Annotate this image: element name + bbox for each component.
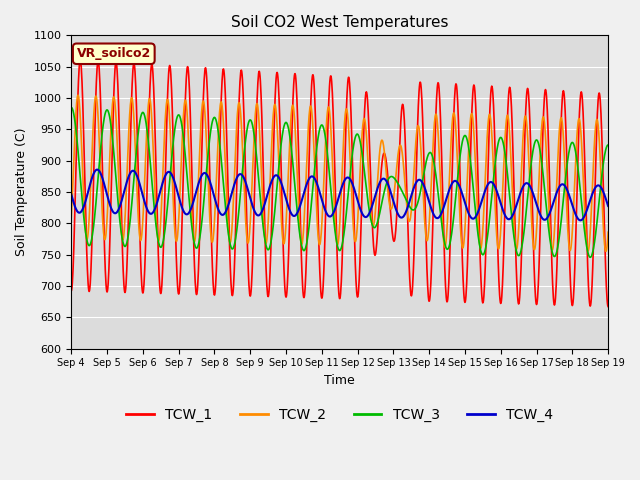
TCW_4 <box>109 209 117 215</box>
Line: TCW_3: TCW_3 <box>71 108 608 257</box>
TCW_4 <box>296 205 303 211</box>
Line: TCW_2: TCW_2 <box>71 95 608 252</box>
Title: Soil CO2 West Temperatures: Soil CO2 West Temperatures <box>231 15 449 30</box>
TCW_1 <box>307 108 314 113</box>
Line: TCW_1: TCW_1 <box>71 60 608 307</box>
TCW_2 <box>316 240 324 246</box>
TCW_2 <box>604 229 612 235</box>
Legend: TCW_1, TCW_2, TCW_3, TCW_4: TCW_1, TCW_2, TCW_3, TCW_4 <box>120 403 559 428</box>
TCW_2 <box>74 92 82 98</box>
TCW_1 <box>296 182 303 188</box>
TCW_4 <box>577 217 584 223</box>
TCW_1 <box>604 304 612 310</box>
TCW_3 <box>373 221 381 227</box>
TCW_2 <box>373 184 381 190</box>
Text: VR_soilco2: VR_soilco2 <box>77 47 151 60</box>
TCW_3 <box>295 226 303 232</box>
TCW_2 <box>109 96 117 101</box>
TCW_3 <box>316 126 324 132</box>
TCW_4 <box>316 191 324 197</box>
TCW_3 <box>604 142 612 148</box>
TCW_3 <box>586 254 594 260</box>
TCW_3 <box>67 105 75 110</box>
TCW_4 <box>131 169 139 175</box>
TCW_1 <box>373 235 381 241</box>
TCW_4 <box>93 167 101 172</box>
TCW_1 <box>131 69 139 75</box>
TCW_4 <box>307 174 314 180</box>
Line: TCW_4: TCW_4 <box>71 169 608 220</box>
TCW_4 <box>67 191 75 197</box>
TCW_1 <box>316 277 324 283</box>
TCW_3 <box>109 139 116 145</box>
TCW_4 <box>373 187 381 192</box>
TCW_1 <box>76 57 84 62</box>
TCW_1 <box>109 111 117 117</box>
TCW_2 <box>307 103 314 109</box>
TCW_2 <box>131 139 139 144</box>
TCW_2 <box>602 249 610 254</box>
TCW_3 <box>307 214 314 219</box>
TCW_1 <box>67 288 75 294</box>
TCW_2 <box>296 221 303 227</box>
TCW_2 <box>67 215 75 221</box>
TCW_4 <box>604 203 612 209</box>
TCW_3 <box>131 168 138 173</box>
Y-axis label: Soil Temperature (C): Soil Temperature (C) <box>15 128 28 256</box>
X-axis label: Time: Time <box>324 374 355 387</box>
